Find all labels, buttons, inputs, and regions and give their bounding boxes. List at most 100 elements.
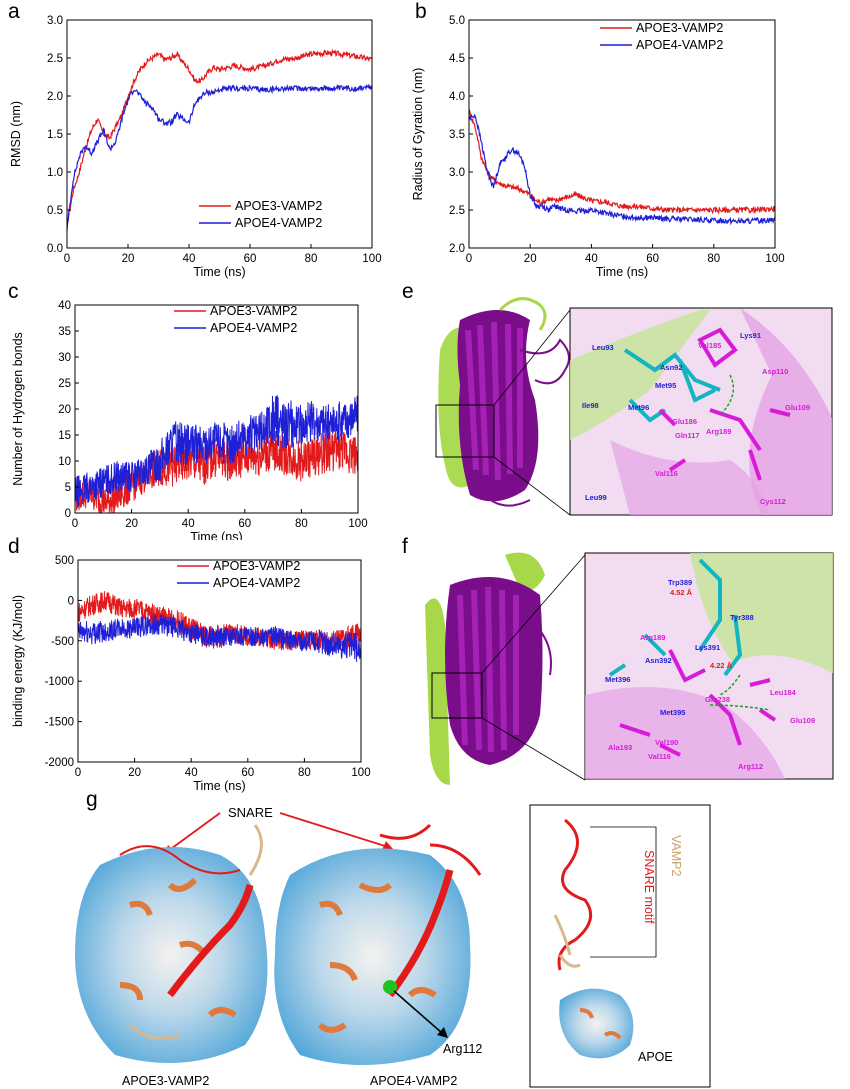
- snare-label: SNARE: [228, 805, 273, 820]
- xtick-label: 100: [765, 253, 784, 265]
- res-lys391: Lys391: [695, 643, 720, 652]
- ytick-label: 0.0: [47, 243, 63, 255]
- ytick-label: 2.0: [449, 243, 465, 255]
- res-leu93: Leu93: [592, 343, 614, 352]
- panel-label-e: e: [402, 280, 414, 303]
- surface-panel-g: SNARE APOE3-VAMP2 Arg112 APOE4-VAMP2 SNA…: [75, 804, 711, 1088]
- y-axis-label: Number of Hydrogen bonds: [11, 332, 25, 486]
- ytick-label: -1500: [45, 717, 74, 729]
- xtick-label: 40: [585, 253, 598, 265]
- ytick-label: 4.0: [449, 91, 465, 103]
- x-axis-label: Time (ns): [193, 265, 245, 279]
- apoe-label: APOE: [638, 1050, 673, 1064]
- structure-panel-f: Trp389 4.52 Å Tyr388 Lys391 4.22 Å Asn39…: [425, 552, 834, 785]
- xtick-label: 40: [185, 767, 198, 779]
- ytick-label: 2.5: [449, 205, 465, 217]
- structure-panel-e: Leu93 Asn92 Met95 Ile98 Met96 Lys91 Leu9…: [435, 297, 833, 516]
- plot-frame-d: [77, 559, 362, 763]
- series-b-1: [468, 113, 776, 226]
- protein-cartoon-f: [425, 552, 586, 785]
- xtick-label: 20: [122, 253, 135, 265]
- ytick-label: 3.0: [47, 15, 63, 27]
- ytick-label: 15: [58, 430, 71, 442]
- series-c-0: [74, 429, 359, 514]
- closeup-e: Leu93 Asn92 Met95 Ile98 Met96 Lys91 Leu9…: [569, 307, 833, 516]
- res-arg112: Arg112: [738, 762, 763, 771]
- x-axis-label: Time (ns): [193, 779, 245, 793]
- ytick-label: -500: [51, 636, 74, 648]
- xtick-label: 40: [182, 518, 195, 530]
- legend-label-0: APOE3-VAMP2: [235, 199, 322, 213]
- ytick-label: 3.0: [449, 167, 465, 179]
- panel-label-d: d: [8, 535, 20, 558]
- xtick-label: 60: [241, 767, 254, 779]
- res-val116-f: Val116: [648, 752, 671, 761]
- dist-2: 4.22 Å: [710, 661, 733, 670]
- ytick-label: 3.5: [449, 129, 465, 141]
- y-axis-label: binding energy (KJ/mol): [11, 595, 25, 727]
- ytick-label: 1.5: [47, 129, 63, 141]
- res-arg189: Arg189: [706, 427, 731, 436]
- ytick-label: 5.0: [449, 15, 465, 27]
- res-glu186: Glu186: [672, 417, 697, 426]
- ytick-label: 25: [58, 378, 71, 390]
- legend-label-0: APOE3-VAMP2: [213, 559, 300, 573]
- caption-apoe4: APOE4-VAMP2: [370, 1074, 457, 1088]
- ytick-label: 35: [58, 326, 71, 338]
- res-leu99: Leu99: [585, 493, 607, 502]
- series-a-0: [66, 48, 373, 224]
- res-met96: Met96: [628, 403, 649, 412]
- res-glu109-f: Glu109: [790, 716, 815, 725]
- res-asp110: Asp110: [762, 367, 788, 376]
- xtick-label: 0: [64, 253, 70, 265]
- res-trp389: Trp389: [668, 578, 692, 587]
- arg112-label: Arg112: [443, 1042, 482, 1056]
- xtick-label: 20: [524, 253, 537, 265]
- xtick-label: 80: [298, 767, 311, 779]
- res-val185: Val185: [698, 341, 721, 350]
- surface-apoe3: [75, 824, 268, 1063]
- panel-label-g: g: [86, 788, 98, 811]
- xtick-label: 80: [295, 518, 308, 530]
- res-tyr388: Tyr388: [730, 613, 754, 622]
- x-axis-label: Time (ns): [596, 265, 648, 279]
- xtick-label: 80: [305, 253, 318, 265]
- inset-legend-box: SNARE motif VAMP2 APOE: [529, 804, 711, 1088]
- panel-label-f: f: [402, 535, 408, 558]
- xtick-label: 80: [707, 253, 720, 265]
- res-met395: Met395: [660, 708, 685, 717]
- xtick-label: 60: [244, 253, 257, 265]
- surface-apoe4: [274, 823, 482, 1065]
- xtick-label: 0: [72, 518, 78, 530]
- x-axis-label: Time (ns): [190, 530, 242, 540]
- res-cys112: Cys112: [760, 497, 786, 506]
- xtick-label: 20: [125, 518, 138, 530]
- ytick-label: 4.5: [449, 53, 465, 65]
- chart-radius-gyration: 0 20 40 60 80 100 2.0 2.5 3.0 3.5 4.0 4.5 5.0 Time (n…: [411, 15, 785, 279]
- ytick-label: 0.5: [47, 205, 63, 217]
- xtick-label: 20: [128, 767, 141, 779]
- ytick-label: 2.5: [47, 53, 63, 65]
- legend-label-0: APOE3-VAMP2: [210, 304, 297, 318]
- legend-label-1: APOE4-VAMP2: [210, 321, 297, 335]
- xtick-label: 100: [351, 767, 370, 779]
- res-asn92: Asn92: [660, 363, 683, 372]
- res-glu109: Glu109: [785, 403, 810, 412]
- xtick-label: 60: [646, 253, 659, 265]
- res-gln117: Gln117: [675, 431, 700, 440]
- ytick-label: 1.0: [47, 167, 63, 179]
- vamp2-label: VAMP2: [669, 835, 683, 876]
- ytick-label: 40: [58, 300, 71, 312]
- series-d-1: [77, 614, 362, 662]
- res-arg189-f: Arg189: [640, 633, 665, 642]
- res-asn392: Asn392: [645, 656, 672, 665]
- ytick-label: 5: [65, 482, 71, 494]
- legend-label-1: APOE4-VAMP2: [636, 38, 723, 52]
- chart-binding-energy: 0 20 40 60 80 100 -2000 -1500 -1000 -500 0 500 Time …: [11, 555, 371, 793]
- res-leu184: Leu184: [770, 688, 797, 697]
- xtick-label: 0: [466, 253, 472, 265]
- y-axis-label: RMSD (nm): [9, 101, 23, 167]
- xtick-label: 40: [183, 253, 196, 265]
- ytick-label: 0: [65, 508, 71, 520]
